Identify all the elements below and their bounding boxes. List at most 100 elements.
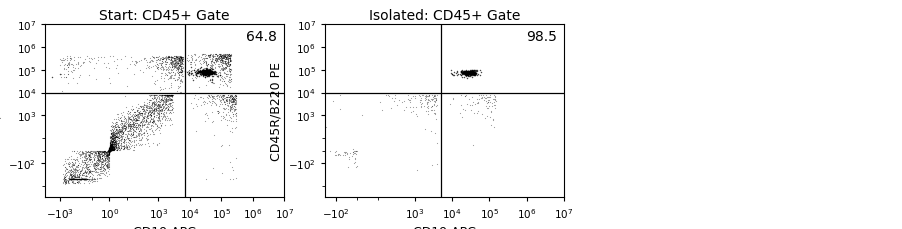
Point	[200, 72, 215, 75]
Point	[449, 73, 464, 77]
Point	[97, 62, 111, 65]
Point	[172, 55, 187, 59]
Point	[83, 151, 97, 154]
Point	[181, 71, 196, 74]
Point	[457, 71, 472, 75]
Point	[461, 72, 475, 75]
Point	[201, 72, 216, 76]
Point	[64, 169, 78, 172]
Point	[463, 72, 477, 76]
Point	[122, 124, 136, 127]
Point	[195, 71, 209, 75]
Point	[198, 76, 212, 80]
Point	[187, 97, 201, 101]
Point	[204, 72, 218, 75]
Point	[205, 63, 219, 67]
Point	[144, 101, 159, 105]
Point	[462, 71, 476, 75]
Point	[173, 59, 188, 62]
Point	[132, 136, 146, 140]
Point	[65, 161, 79, 164]
Point	[200, 71, 215, 74]
Point	[460, 71, 474, 74]
Point	[122, 116, 136, 120]
Point	[112, 140, 126, 144]
Point	[78, 177, 93, 181]
Point	[464, 71, 478, 75]
Point	[78, 161, 92, 164]
Point	[100, 175, 115, 178]
Point	[339, 153, 354, 156]
Point	[202, 71, 216, 75]
Point	[130, 109, 144, 113]
Point	[109, 143, 124, 147]
Point	[77, 158, 91, 162]
Point	[139, 119, 153, 123]
Point	[200, 71, 215, 74]
Point	[98, 171, 113, 174]
Point	[123, 123, 137, 127]
Point	[108, 147, 123, 151]
Point	[460, 71, 474, 75]
Point	[204, 71, 218, 75]
Point	[460, 71, 474, 75]
Point	[149, 93, 163, 97]
Point	[129, 62, 143, 65]
Point	[201, 72, 216, 76]
Point	[449, 71, 464, 74]
Point	[106, 131, 120, 135]
Point	[211, 74, 226, 78]
Point	[461, 71, 475, 75]
Point	[462, 71, 476, 75]
Point	[199, 71, 214, 75]
Point	[209, 73, 224, 76]
Point	[463, 72, 477, 76]
Point	[74, 176, 88, 180]
Point	[200, 71, 215, 75]
Point	[102, 148, 116, 152]
Point	[121, 140, 135, 144]
Point	[103, 146, 117, 150]
Point	[216, 54, 230, 57]
Point	[461, 71, 475, 75]
Point	[465, 72, 479, 75]
Point	[117, 133, 132, 137]
Point	[102, 148, 116, 151]
Point	[68, 177, 82, 181]
Point	[459, 73, 474, 76]
Point	[458, 70, 473, 74]
Point	[207, 72, 221, 76]
Point	[461, 71, 475, 75]
Point	[199, 68, 214, 72]
Point	[199, 68, 214, 72]
Point	[196, 70, 210, 74]
Point	[197, 70, 211, 74]
Point	[162, 68, 177, 71]
Point	[162, 75, 177, 79]
Point	[202, 71, 216, 75]
Point	[162, 94, 177, 98]
Point	[90, 59, 105, 62]
Point	[170, 57, 185, 60]
Point	[462, 72, 476, 76]
Point	[155, 118, 170, 122]
Point	[459, 74, 474, 77]
Point	[107, 138, 122, 141]
Point	[462, 71, 476, 75]
Point	[462, 71, 476, 74]
Point	[102, 148, 116, 152]
Point	[199, 71, 214, 75]
Point	[466, 71, 481, 74]
Point	[103, 148, 117, 151]
Point	[470, 102, 484, 106]
Point	[161, 63, 176, 66]
Point	[198, 76, 212, 80]
Point	[65, 161, 79, 164]
Point	[419, 94, 433, 98]
Point	[198, 70, 213, 74]
Point	[461, 71, 475, 75]
Point	[161, 66, 175, 70]
Point	[174, 57, 189, 60]
Point	[199, 71, 214, 74]
Point	[102, 149, 116, 153]
